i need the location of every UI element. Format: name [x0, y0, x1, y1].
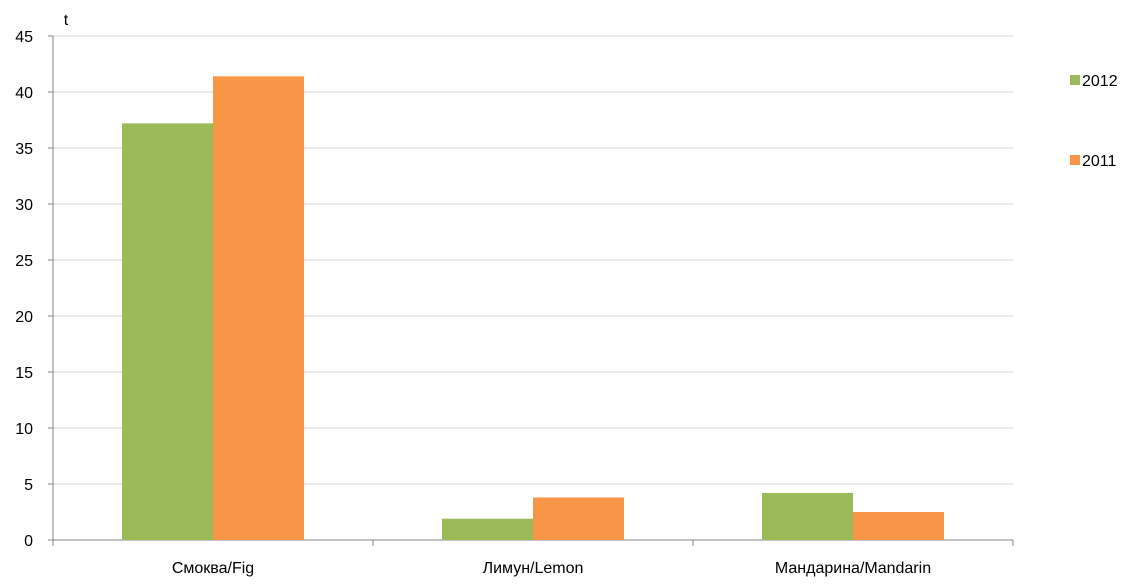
bar-2012-0 [122, 123, 213, 541]
bar-2011-2 [853, 512, 944, 540]
y-tick-label: 25 [15, 253, 33, 270]
y-tick-label: 15 [15, 365, 33, 382]
legend-label: 2011 [1082, 153, 1117, 170]
axis-labels: 0 5 10 15 20 25 30 35 40 45 Смоква/Fig Лимун/Lemon М… [15, 29, 931, 577]
bar-2011-1 [533, 497, 624, 540]
y-tick-label: 10 [15, 421, 33, 438]
y-axis-title: t [64, 12, 69, 29]
y-tick-label: 20 [15, 309, 33, 326]
y-tick-label: 30 [15, 197, 33, 214]
y-tick-label: 5 [24, 477, 33, 494]
bar-2011-0 [213, 76, 304, 540]
legend-label: 2012 [1082, 73, 1118, 90]
y-tick-label: 35 [15, 141, 33, 158]
y-tick-label: 0 [24, 533, 33, 550]
legend: 2012 2011 [1070, 73, 1118, 170]
bar-2012-2 [762, 492, 853, 540]
x-category-label: Мандарина/Mandarin [775, 560, 931, 577]
bars [122, 76, 944, 541]
y-tick-label: 40 [15, 85, 33, 102]
legend-swatch-2012 [1070, 75, 1080, 85]
y-tick-label: 45 [15, 29, 33, 46]
legend-swatch-2011 [1070, 155, 1080, 165]
bar-2012-1 [442, 518, 533, 540]
x-category-label: Смоква/Fig [172, 560, 254, 577]
x-category-label: Лимун/Lemon [483, 560, 584, 577]
